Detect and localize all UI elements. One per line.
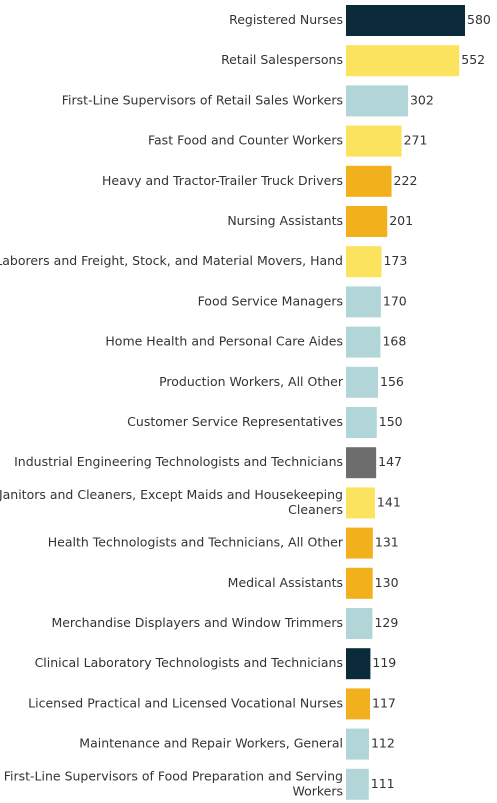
value-label: 130	[375, 575, 399, 590]
bar	[346, 165, 392, 197]
category-label: Home Health and Personal Care Aides	[105, 334, 343, 349]
bar-row: Retail Salespersons 552	[221, 45, 485, 77]
category-label: Production Workers, All Other	[159, 374, 344, 389]
bar	[346, 648, 371, 680]
value-label: 131	[375, 535, 399, 550]
bar-row: Food Service Managers 170	[198, 286, 407, 318]
value-label: 168	[382, 334, 406, 349]
bar-row: Industrial Engineering Technologists and…	[14, 447, 402, 479]
category-label: Customer Service Representatives	[127, 414, 343, 429]
category-label: Clinical Laboratory Technologists and Te…	[35, 655, 343, 670]
bar	[346, 728, 369, 760]
category-label: First-Line Supervisors of Retail Sales W…	[62, 92, 343, 107]
bar-row: Production Workers, All Other 156	[159, 366, 404, 398]
value-label: 147	[378, 454, 402, 469]
value-label: 271	[404, 133, 428, 148]
value-label: 129	[374, 615, 398, 630]
category-label: Registered Nurses	[229, 12, 343, 27]
bar	[346, 45, 460, 77]
bar	[346, 407, 377, 438]
value-label: 201	[389, 213, 413, 228]
bar	[346, 527, 373, 559]
value-label: 150	[379, 414, 403, 429]
bar	[346, 5, 465, 36]
bar-row: Nursing Assistants 201	[227, 206, 413, 237]
bar-row: First-Line Supervisors of Food Preparati…	[4, 768, 395, 800]
bar	[346, 768, 369, 800]
bar	[346, 206, 388, 237]
category-label: Fast Food and Counter Workers	[148, 133, 343, 148]
category-label: Janitors and Cleaners, Except Maids and …	[0, 487, 343, 517]
bar-row: Registered Nurses 580	[229, 5, 491, 36]
bar-row: Janitors and Cleaners, Except Maids and …	[0, 487, 401, 519]
value-label: 111	[371, 776, 395, 791]
bar	[346, 85, 408, 117]
category-label: Medical Assistants	[228, 575, 343, 590]
bar-row: Clinical Laboratory Technologists and Te…	[35, 648, 396, 680]
bar-row: Heavy and Tractor-Trailer Truck Drivers 2…	[102, 165, 418, 197]
value-label: 112	[371, 736, 395, 751]
value-label: 552	[461, 52, 485, 67]
category-label: First-Line Supervisors of Food Preparati…	[4, 768, 343, 798]
category-label: Retail Salespersons	[221, 52, 343, 67]
value-label: 156	[380, 374, 404, 389]
value-label: 302	[410, 92, 434, 107]
category-label: Health Technologists and Technicians, Al…	[48, 535, 344, 550]
bar-row: Health Technologists and Technicians, Al…	[48, 527, 399, 559]
category-label: Merchandise Displayers and Window Trimme…	[51, 615, 343, 630]
bar-row: Fast Food and Counter Workers 271	[148, 125, 428, 157]
bar	[346, 487, 375, 519]
category-label: Licensed Practical and Licensed Vocation…	[28, 695, 343, 710]
bar	[346, 326, 381, 358]
bar-row: Laborers and Freight, Stock, and Materia…	[0, 246, 407, 278]
bar-row: Merchandise Displayers and Window Trimme…	[51, 608, 398, 639]
bar	[346, 567, 373, 599]
value-label: 173	[383, 253, 407, 268]
category-label: Heavy and Tractor-Trailer Truck Drivers	[102, 173, 343, 188]
bar	[346, 447, 377, 479]
bar-row: Home Health and Personal Care Aides 168	[105, 326, 406, 358]
bar	[346, 608, 373, 639]
value-label: 141	[377, 494, 401, 509]
bar-row: Medical Assistants 130	[228, 567, 399, 599]
category-label: Industrial Engineering Technologists and…	[14, 454, 343, 469]
value-label: 222	[394, 173, 418, 188]
bar	[346, 366, 379, 398]
bar	[346, 688, 371, 720]
value-label: 119	[372, 655, 396, 670]
category-label: Maintenance and Repair Workers, General	[79, 736, 343, 751]
bar	[346, 286, 381, 318]
bar-row: Maintenance and Repair Workers, General 1…	[79, 728, 395, 760]
value-label: 580	[467, 12, 491, 27]
bar-row: First-Line Supervisors of Retail Sales W…	[62, 85, 434, 117]
bar	[346, 125, 402, 157]
value-label: 170	[383, 293, 407, 308]
category-label: Laborers and Freight, Stock, and Materia…	[0, 253, 343, 268]
bar	[346, 246, 382, 278]
category-label: Nursing Assistants	[227, 213, 343, 228]
value-label: 117	[372, 695, 396, 710]
category-label: Food Service Managers	[198, 293, 343, 308]
bar-row: Customer Service Representatives 150	[127, 407, 403, 438]
bar-row: Licensed Practical and Licensed Vocation…	[28, 688, 396, 720]
